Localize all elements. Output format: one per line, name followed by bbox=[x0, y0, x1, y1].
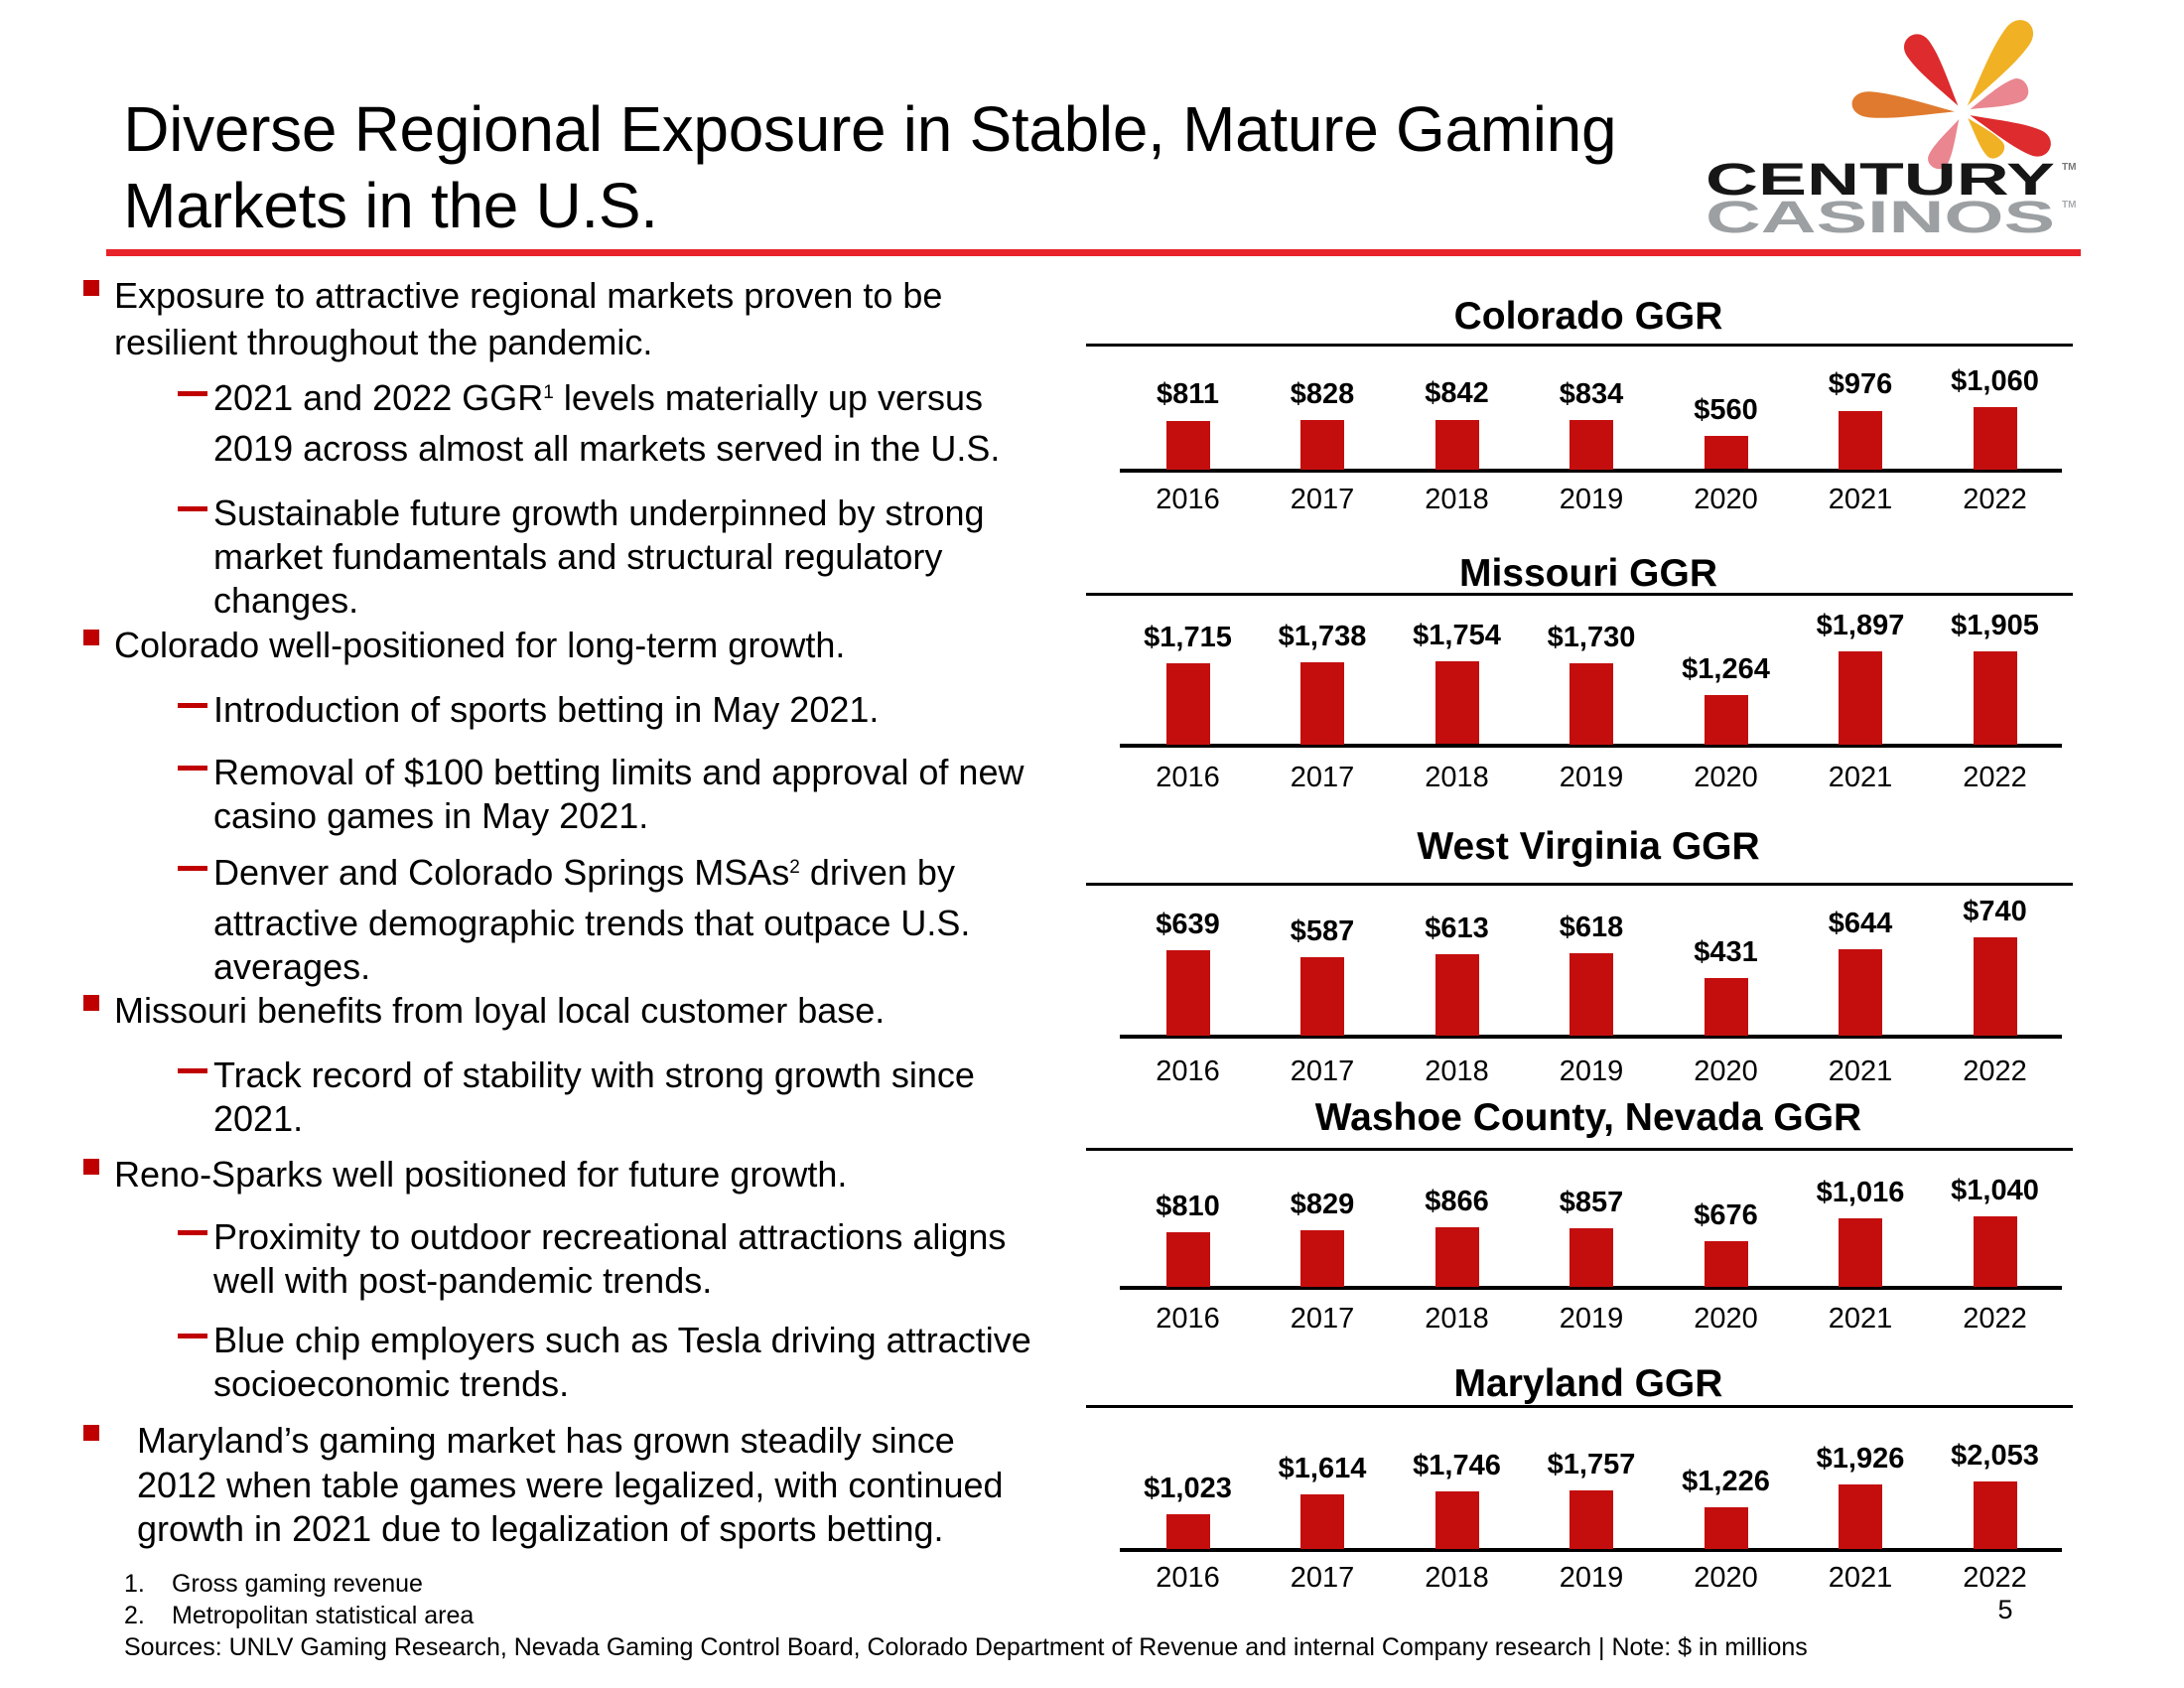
svg-text:TM: TM bbox=[2062, 200, 2076, 211]
svg-text:TM: TM bbox=[2062, 162, 2076, 173]
svg-text:CENTURY: CENTURY bbox=[1706, 154, 2055, 205]
svg-text:CASINOS: CASINOS bbox=[1706, 192, 2055, 242]
